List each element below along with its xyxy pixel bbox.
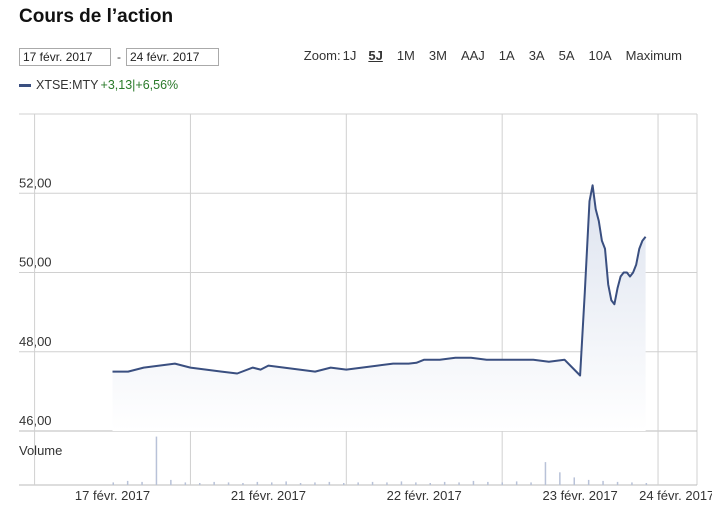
x-tick-label: 21 févr. 2017	[231, 488, 306, 503]
x-tick-label: 23 févr. 2017	[543, 488, 618, 503]
volume-bar	[587, 479, 590, 485]
volume-bar	[155, 436, 158, 485]
zoom-1m-button[interactable]: 1M	[396, 48, 415, 63]
start-date-input[interactable]	[19, 48, 111, 66]
volume-bar	[328, 481, 331, 485]
zoom-5j-button[interactable]: 5J	[368, 48, 383, 63]
volume-bar	[415, 482, 417, 485]
volume-bar	[299, 483, 302, 485]
y-tick-label: 48,00	[19, 334, 52, 349]
date-range-separator: -	[117, 50, 121, 64]
zoom-controls: Zoom: 1J 5J 1M 3M AAJ 1A 3A 5A 10A Maxim…	[304, 48, 682, 63]
volume-bar	[559, 472, 561, 486]
zoom-10a-button[interactable]: 10A	[588, 48, 612, 63]
chart-legend: XTSE:MTY +3,13|+6,56%	[19, 78, 178, 92]
zoom-1j-button[interactable]: 1J	[342, 48, 357, 63]
end-date-input[interactable]	[126, 48, 219, 66]
x-tick-label: 17 févr. 2017	[75, 488, 150, 503]
volume-bar	[199, 483, 201, 485]
volume-bar	[515, 481, 518, 485]
zoom-1a-button[interactable]: 1A	[498, 48, 515, 63]
volume-bar	[285, 481, 287, 485]
volume-bar	[141, 481, 143, 485]
zoom-5a-button[interactable]: 5A	[558, 48, 575, 63]
volume-bar	[271, 482, 273, 485]
volume-bar	[487, 481, 489, 485]
volume-bar	[343, 483, 345, 485]
volume-bar	[400, 481, 403, 485]
zoom-aaj-button[interactable]: AAJ	[460, 48, 485, 63]
volume-bar	[573, 477, 575, 485]
volume-bar	[242, 483, 244, 485]
volume-bar	[170, 479, 172, 485]
volume-bar	[544, 462, 547, 485]
volume-bar	[616, 481, 619, 485]
x-tick-label: 22 févr. 2017	[387, 488, 462, 503]
zoom-label: Zoom:	[303, 48, 341, 63]
y-tick-label: 50,00	[19, 255, 52, 270]
y-tick-label: 46,00	[19, 413, 52, 428]
volume-bar	[227, 482, 230, 485]
volume-bar	[126, 480, 129, 485]
y-tick-label: 52,00	[19, 175, 52, 190]
volume-bar	[530, 482, 532, 485]
volume-bar	[443, 481, 446, 485]
volume-bar	[602, 480, 604, 485]
price-line	[112, 184, 647, 377]
volume-bar	[458, 482, 460, 485]
zoom-3m-button[interactable]: 3M	[428, 48, 447, 63]
x-tick-label: 24 févr. 2017	[639, 488, 712, 503]
volume-bar	[472, 480, 475, 485]
volume-bar	[357, 482, 359, 485]
price-area	[112, 185, 646, 431]
volume-bar	[645, 483, 648, 485]
volume-bar	[631, 482, 633, 485]
volume-label: Volume	[19, 443, 62, 458]
zoom-maximum-button[interactable]: Maximum	[625, 48, 682, 63]
legend-change: +3,13|+6,56%	[100, 78, 179, 92]
volume-bar	[501, 482, 503, 485]
volume-bar	[429, 483, 431, 485]
volume-bar	[213, 481, 215, 485]
zoom-3a-button[interactable]: 3A	[528, 48, 545, 63]
volume-bar	[256, 481, 259, 485]
volume-bar	[386, 482, 388, 485]
legend-swatch	[19, 83, 31, 87]
volume-bar	[184, 482, 187, 485]
volume-bar	[371, 481, 374, 485]
volume-bar	[112, 482, 114, 485]
volume-bar	[314, 482, 316, 485]
legend-symbol: XTSE:MTY	[36, 78, 99, 92]
page-title: Cours de l’action	[19, 6, 174, 27]
